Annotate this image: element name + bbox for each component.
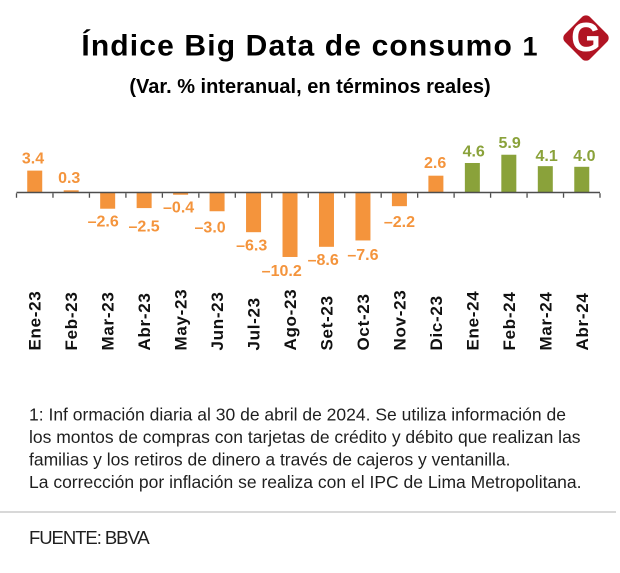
svg-text:Ene-24: Ene-24 bbox=[463, 291, 482, 351]
svg-text:familias y los retiros de dine: familias y los retiros de dinero a travé… bbox=[29, 449, 510, 469]
svg-text:Ago-23: Ago-23 bbox=[281, 289, 300, 351]
svg-text:–6.3: –6.3 bbox=[236, 237, 267, 254]
svg-text:los montos de compras con tarj: los montos de compras con tarjetas de cr… bbox=[29, 427, 581, 447]
svg-text:FUENTE: BBVA: FUENTE: BBVA bbox=[29, 527, 150, 548]
svg-text:Índice Big Data de consumo 1: Índice Big Data de consumo 1 bbox=[81, 29, 538, 63]
svg-text:Jun-23: Jun-23 bbox=[208, 292, 227, 351]
svg-text:Ene-23: Ene-23 bbox=[26, 291, 45, 351]
svg-text:3.4: 3.4 bbox=[22, 151, 44, 168]
svg-text:May-23: May-23 bbox=[172, 289, 191, 351]
svg-text:–2.5: –2.5 bbox=[129, 218, 160, 235]
svg-text:–2.6: –2.6 bbox=[88, 213, 119, 230]
svg-text:–2.2: –2.2 bbox=[384, 214, 415, 231]
svg-text:2.6: 2.6 bbox=[424, 155, 446, 172]
svg-text:Nov-23: Nov-23 bbox=[390, 290, 409, 351]
svg-text:Jul-23: Jul-23 bbox=[245, 297, 264, 350]
svg-text:La corrección por inflación se: La corrección por inflación se realiza c… bbox=[29, 472, 582, 492]
svg-text:Mar-24: Mar-24 bbox=[536, 291, 555, 350]
svg-text:Feb-24: Feb-24 bbox=[500, 292, 519, 351]
svg-text:4.0: 4.0 bbox=[573, 148, 595, 165]
svg-text:–10.2: –10.2 bbox=[262, 263, 302, 280]
svg-text:G: G bbox=[571, 15, 601, 61]
svg-text:5.9: 5.9 bbox=[498, 135, 520, 152]
svg-text:–3.0: –3.0 bbox=[195, 219, 226, 236]
svg-text:1: Inf ormación diaria al 30 d: 1: Inf ormación diaria al 30 de abril de… bbox=[29, 405, 566, 425]
svg-text:–7.6: –7.6 bbox=[347, 247, 378, 264]
svg-text:Dic-23: Dic-23 bbox=[427, 295, 446, 350]
svg-text:4.1: 4.1 bbox=[535, 148, 557, 165]
svg-text:4.6: 4.6 bbox=[463, 143, 485, 160]
svg-text:0.3: 0.3 bbox=[58, 170, 80, 187]
svg-text:(Var. % interanual, en término: (Var. % interanual, en términos reales) bbox=[129, 76, 490, 98]
svg-text:–0.4: –0.4 bbox=[163, 200, 194, 217]
svg-text:Oct-23: Oct-23 bbox=[354, 293, 373, 350]
svg-text:Set-23: Set-23 bbox=[317, 295, 336, 350]
svg-text:Mar-23: Mar-23 bbox=[99, 291, 118, 350]
svg-text:–8.6: –8.6 bbox=[308, 252, 339, 269]
svg-text:Feb-23: Feb-23 bbox=[62, 292, 81, 351]
svg-text:Abr-24: Abr-24 bbox=[573, 292, 592, 350]
svg-text:Abr-23: Abr-23 bbox=[135, 292, 154, 350]
